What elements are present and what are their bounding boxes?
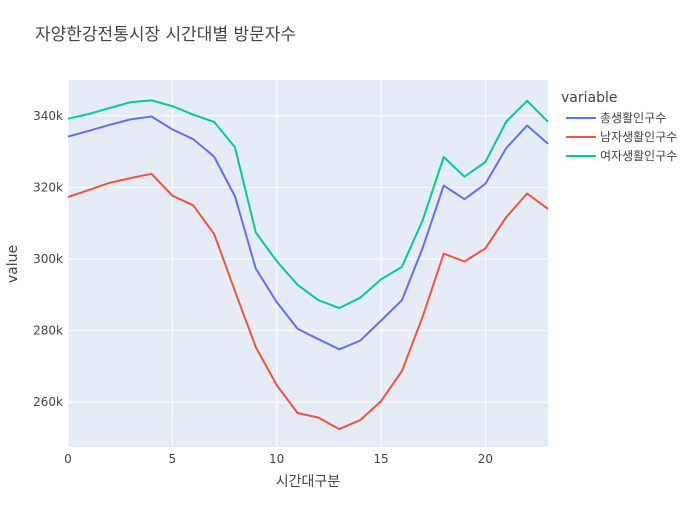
y-tick-label: 340k — [33, 109, 63, 123]
legend-label: 총생활인구수 — [600, 111, 666, 125]
legend-label: 남자생활인구수 — [600, 130, 677, 144]
x-tick-label: 20 — [478, 452, 493, 466]
legend-label: 여자생활인구수 — [600, 149, 677, 163]
legend-item-2[interactable]: 남자생활인구수 — [566, 130, 677, 144]
grid-lines — [67, 80, 548, 447]
y-tick-label: 320k — [33, 180, 63, 194]
x-tick-label: 10 — [269, 452, 284, 466]
x-axis-title: 시간대구분 — [276, 474, 341, 490]
x-tick-label: 0 — [64, 452, 72, 466]
legend-item-3[interactable]: 여자생활인구수 — [566, 149, 677, 163]
axis-ticks: 0 5 10 15 20 260k 280k 300k 320k 340k — [33, 109, 493, 466]
legend-item-1[interactable]: 총생활인구수 — [566, 111, 666, 125]
y-tick-label: 300k — [33, 252, 63, 266]
y-tick-label: 280k — [33, 324, 63, 338]
plot-area — [68, 80, 548, 447]
y-axis-title: value — [5, 245, 21, 283]
legend-title: variable — [561, 90, 617, 106]
series-lines — [67, 99, 549, 431]
series-line-2[interactable] — [67, 172, 549, 431]
x-tick-label: 5 — [169, 452, 177, 466]
series-line-3[interactable] — [67, 99, 549, 310]
y-tick-label: 260k — [33, 395, 63, 409]
series-line-1[interactable] — [67, 115, 549, 351]
x-tick-label: 15 — [373, 452, 388, 466]
chart-title: 자양한강전통시장 시간대별 방문자수 — [35, 25, 296, 45]
